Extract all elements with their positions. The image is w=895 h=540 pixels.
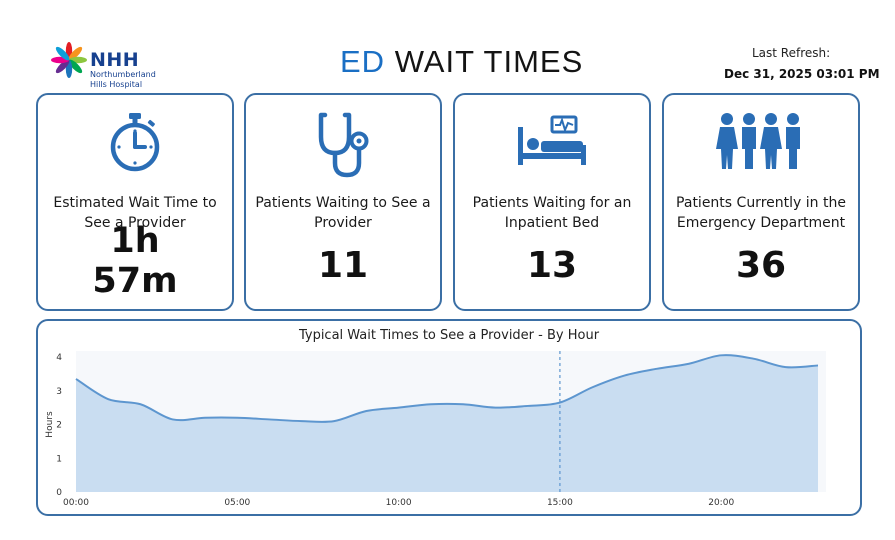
card-patients-waiting-provider: Patients Waiting to See a Provider 11 — [244, 93, 442, 311]
y-tick-label: 3 — [56, 387, 62, 397]
logo-petal — [68, 46, 83, 61]
card-estimated-wait: Estimated Wait Time to See a Provider 1h… — [36, 93, 234, 311]
card-value: 36 — [735, 245, 787, 286]
header: NHH Northumberland Hills Hospital ED WAI… — [0, 0, 895, 90]
hospital-logo[interactable]: NHH Northumberland Hills Hospital — [50, 40, 210, 92]
logo-name-line1: Northumberland — [90, 70, 156, 79]
card-patients-waiting-bed: Patients Waiting for an Inpatient Bed 13 — [453, 93, 651, 311]
wait-time-area — [76, 355, 818, 492]
x-tick-label: 20:00 — [708, 498, 734, 508]
card-label: Patients Waiting to See a Provider — [255, 195, 431, 231]
logo-petal — [68, 59, 83, 74]
card-value: 13 — [526, 245, 578, 286]
page-title-accent: ED — [340, 44, 386, 79]
y-tick-label: 0 — [56, 488, 62, 498]
x-tick-label: 15:00 — [547, 498, 573, 508]
card-patients-in-ed: Patients Currently in the Emergency Depa… — [662, 93, 860, 311]
people-group-icon — [664, 111, 858, 173]
card-label: Patients Waiting for an Inpatient Bed — [472, 195, 632, 231]
chart-title: Typical Wait Times to See a Provider - B… — [298, 328, 600, 343]
x-tick-label: 00:00 — [63, 498, 89, 508]
card-label: Patients Currently in the Emergency Depa… — [676, 195, 846, 231]
page-title: ED WAIT TIMES — [340, 44, 583, 80]
wait-time-chart: 0 1 2 3 4 Hours 00:00 05:00 10:00 15:00 20:00 — [45, 351, 826, 508]
y-tick-label: 4 — [56, 353, 62, 363]
last-refresh-time: Dec 31, 2025 03:01 PM — [724, 67, 880, 81]
logo-abbreviation: NHH — [90, 49, 140, 71]
wait-time-line — [75, 354, 819, 423]
card-value: 1h 57m — [92, 221, 178, 301]
logo-petal — [55, 59, 70, 74]
logo-flower-icon — [51, 42, 87, 78]
card-value: 11 — [317, 245, 369, 286]
wait-time-chart-panel: 0 1 2 3 4 Hours 00:00 05:00 10:00 15:00 20:00 Typi… — [36, 319, 862, 516]
hospital-bed-icon — [455, 111, 649, 173]
logo-name-line2: Hills Hospital — [90, 80, 143, 89]
stopwatch-icon — [38, 111, 232, 173]
x-tick-label: 05:00 — [224, 498, 250, 508]
y-tick-label: 2 — [56, 421, 62, 431]
page-title-rest: WAIT TIMES — [394, 44, 584, 79]
y-tick-label: 1 — [56, 454, 62, 464]
card-label: Estimated Wait Time to See a Provider — [53, 195, 217, 231]
x-tick-label: 10:00 — [386, 498, 412, 508]
logo-petal — [55, 46, 70, 61]
last-refresh-label: Last Refresh: — [752, 46, 831, 60]
stethoscope-icon — [246, 111, 440, 178]
y-axis-label: Hours — [45, 411, 55, 438]
